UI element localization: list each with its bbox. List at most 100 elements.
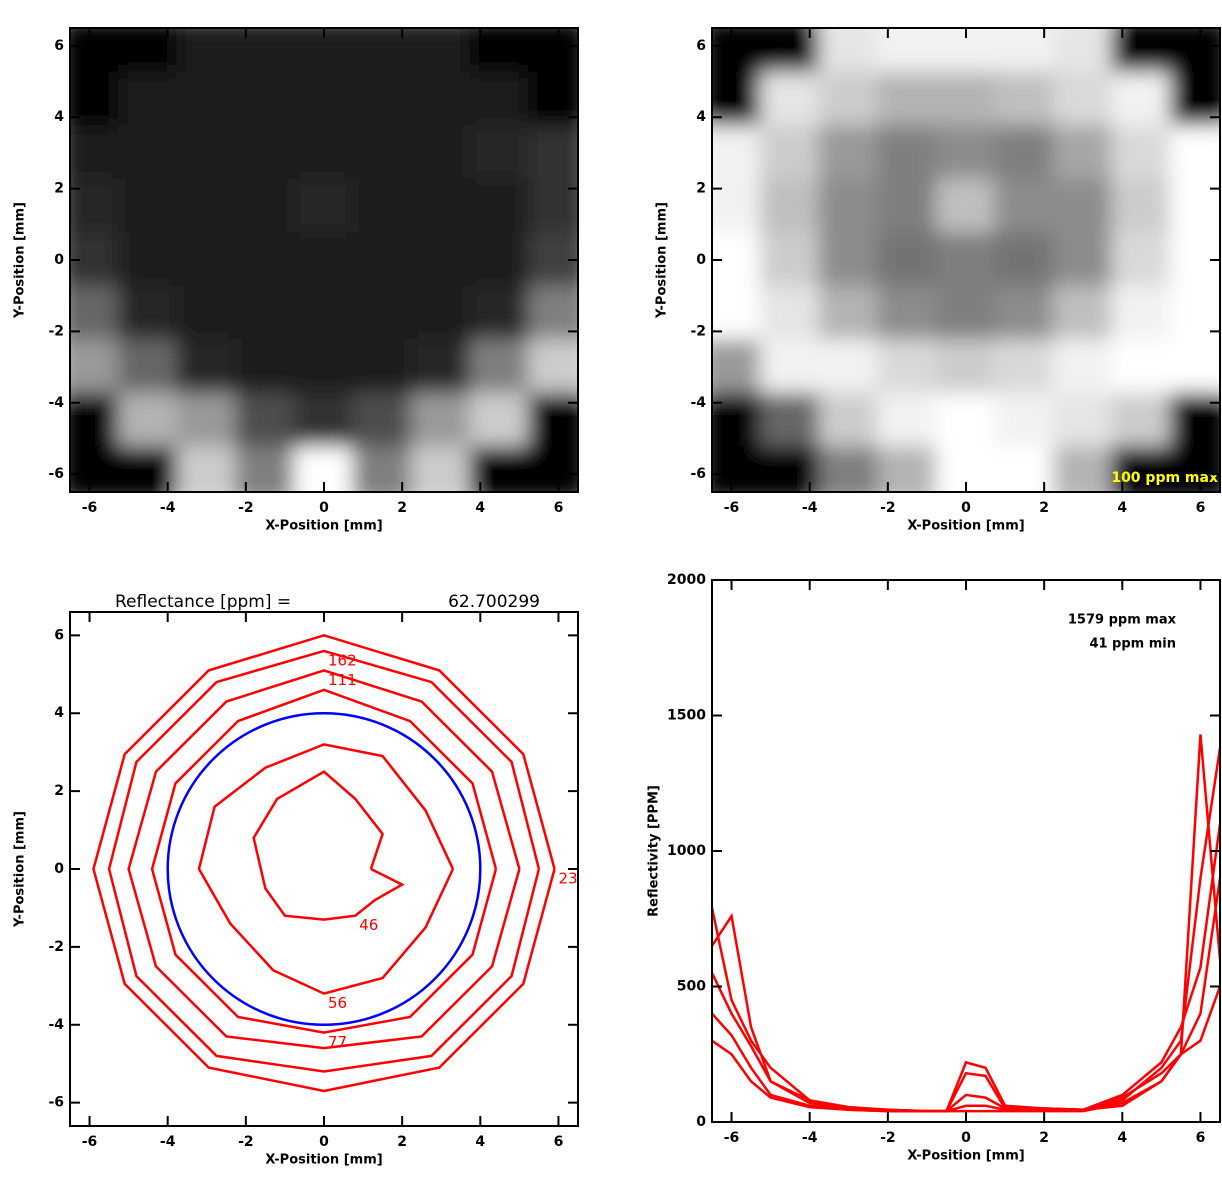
x-axis-title: X-Position [mm] bbox=[907, 1149, 1024, 1164]
heatmap-cell bbox=[70, 446, 120, 492]
plot-area bbox=[712, 28, 1220, 492]
annotation: 41 ppm min bbox=[1089, 637, 1176, 652]
contour-label: 56 bbox=[328, 994, 347, 1012]
heatmap-cell bbox=[70, 125, 120, 181]
heatmap-cell bbox=[877, 392, 938, 449]
heatmap-cell bbox=[528, 28, 578, 74]
heatmap-cell bbox=[176, 339, 238, 395]
heatmap-cell bbox=[877, 339, 938, 395]
heatmap-cell bbox=[410, 446, 472, 492]
x-tick-label: 6 bbox=[1196, 500, 1206, 516]
heatmap-cell bbox=[469, 178, 531, 235]
heatmap-cell bbox=[176, 232, 238, 288]
y-tick-label: 2 bbox=[54, 181, 64, 197]
heatmap-cell bbox=[235, 28, 296, 74]
y-tick-label: 2 bbox=[696, 181, 706, 197]
heatmap-cell bbox=[352, 392, 413, 449]
heatmap-cell bbox=[818, 178, 880, 235]
heatmap-cell bbox=[935, 232, 997, 288]
y-tick-label: 4 bbox=[54, 109, 64, 125]
y-tick-label: 6 bbox=[696, 38, 706, 54]
heatmap-cell bbox=[935, 392, 997, 449]
contour-label: 233 bbox=[559, 870, 588, 888]
heatmap-cell bbox=[117, 285, 179, 342]
heatmap-cell bbox=[176, 392, 238, 449]
heatmap-cell bbox=[1111, 125, 1173, 181]
x-tick-label: -4 bbox=[160, 500, 176, 516]
contour-line bbox=[197, 743, 455, 995]
heatmap-cell bbox=[1170, 71, 1220, 128]
heatmap-cell bbox=[235, 178, 296, 235]
x-tick-label: -4 bbox=[160, 1134, 176, 1150]
heatmap-cell bbox=[818, 339, 880, 395]
heatmap-cell bbox=[712, 125, 762, 181]
aperture-circle bbox=[166, 711, 482, 1027]
heatmap-cell bbox=[818, 125, 880, 181]
y-tick-label: 4 bbox=[54, 705, 64, 721]
heatmap-cell bbox=[877, 446, 938, 492]
heatmap-cell bbox=[469, 446, 531, 492]
heatmap-cell bbox=[712, 178, 762, 235]
heatmap-cell bbox=[1052, 392, 1114, 449]
heatmap-cell bbox=[759, 125, 821, 181]
heatmap-cell bbox=[712, 339, 762, 395]
x-tick-label: -2 bbox=[238, 1134, 254, 1150]
heatmap-cell bbox=[994, 446, 1055, 492]
y-tick-label: 2000 bbox=[667, 572, 706, 588]
y-axis-title: Reflectivity [PPM] bbox=[647, 785, 662, 917]
heatmap-cell bbox=[818, 285, 880, 342]
heatmap-cell bbox=[293, 285, 355, 342]
x-tick-label: 6 bbox=[1196, 1130, 1206, 1146]
x-tick-label: 6 bbox=[554, 1134, 564, 1150]
line-series bbox=[712, 823, 1220, 1113]
heatmap-cell bbox=[1170, 125, 1220, 181]
heatmap-cell bbox=[352, 71, 413, 128]
heatmap-cell bbox=[410, 392, 472, 449]
heatmap-cell bbox=[994, 71, 1055, 128]
heatmap-cell bbox=[1111, 392, 1173, 449]
x-tick-label: 4 bbox=[1117, 500, 1127, 516]
heatmap-cell bbox=[235, 232, 296, 288]
heatmap-cell bbox=[877, 232, 938, 288]
y-tick-label: 0 bbox=[54, 252, 64, 268]
heatmap-cell bbox=[352, 285, 413, 342]
heatmap-cell bbox=[1111, 232, 1173, 288]
heatmap-cell bbox=[410, 125, 472, 181]
x-tick-label: -2 bbox=[880, 1130, 896, 1146]
x-tick-label: 0 bbox=[319, 500, 329, 516]
y-tick-label: 0 bbox=[696, 252, 706, 268]
heatmap-cell bbox=[1111, 28, 1173, 74]
annotation: 1579 ppm max bbox=[1068, 613, 1177, 628]
heatmap bbox=[70, 28, 578, 492]
heatmap-cell bbox=[235, 71, 296, 128]
y-tick-label: -2 bbox=[690, 323, 706, 339]
heatmap-cell bbox=[469, 285, 531, 342]
contour-line bbox=[150, 688, 498, 1034]
heatmap-cell bbox=[1052, 339, 1114, 395]
heatmap-cell bbox=[1170, 28, 1220, 74]
y-tick-label: -4 bbox=[690, 395, 706, 411]
heatmap-cell bbox=[410, 232, 472, 288]
heatmap-cell bbox=[352, 28, 413, 74]
heatmap-cell bbox=[176, 285, 238, 342]
heatmap-cell bbox=[1052, 178, 1114, 235]
y-axis-title: Y-Position [mm] bbox=[13, 811, 28, 928]
heatmap-cell bbox=[1170, 392, 1220, 449]
heatmap-cell bbox=[935, 446, 997, 492]
heatmap-cell bbox=[235, 392, 296, 449]
heatmap-cell bbox=[117, 446, 179, 492]
x-tick-label: 0 bbox=[961, 1130, 971, 1146]
heatmap-cell bbox=[1111, 339, 1173, 395]
heatmap-cell bbox=[759, 446, 821, 492]
heatmap-cell bbox=[70, 339, 120, 395]
x-tick-label: -6 bbox=[82, 500, 98, 516]
heatmap-cell bbox=[469, 125, 531, 181]
x-axis-title: X-Position [mm] bbox=[907, 519, 1024, 534]
heatmap-cell bbox=[712, 71, 762, 128]
heatmap-cell bbox=[935, 125, 997, 181]
heatmap-cell bbox=[293, 232, 355, 288]
heatmap-cell bbox=[1052, 125, 1114, 181]
heatmap-cell bbox=[293, 392, 355, 449]
